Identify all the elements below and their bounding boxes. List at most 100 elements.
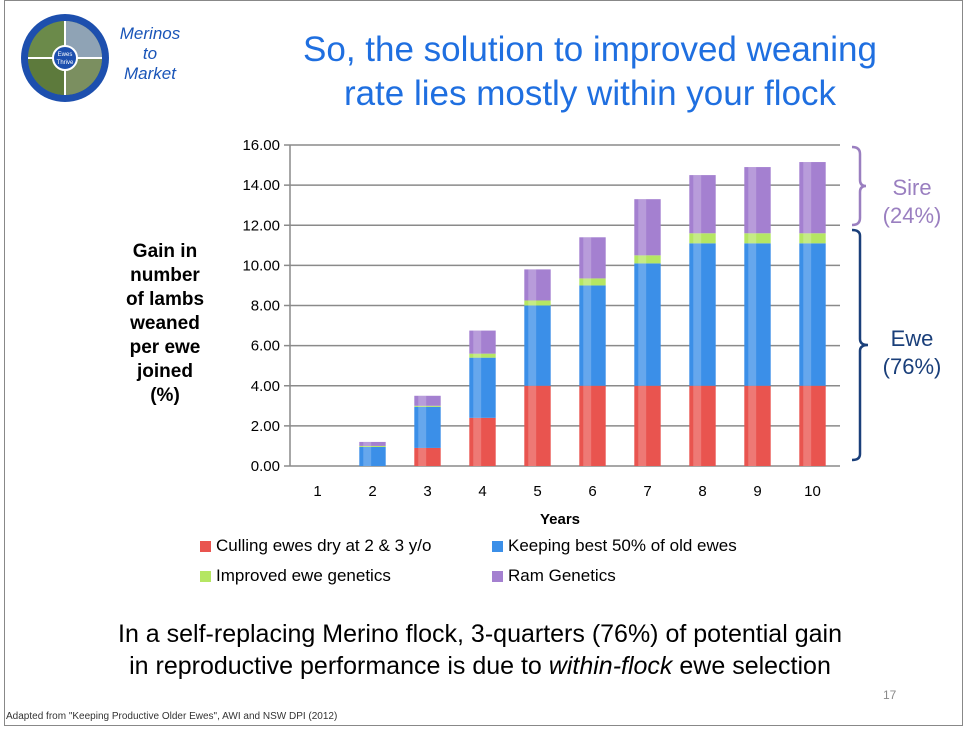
bar-segment xyxy=(744,233,771,244)
bar-segment xyxy=(414,406,441,448)
page-number: 17 xyxy=(883,688,897,702)
bar-segment-highlight xyxy=(473,357,482,418)
y-axis-label-line: Gain in xyxy=(132,241,198,262)
bar-segment xyxy=(634,385,661,466)
x-tick-label: 1 xyxy=(313,483,321,500)
bar-segment xyxy=(634,199,661,256)
bar-segment-highlight xyxy=(803,385,812,466)
x-tick-label: 10 xyxy=(804,483,821,500)
takeaway-text: In a self-replacing Merino flock, 3-quar… xyxy=(30,618,930,682)
bar-segment xyxy=(524,305,551,386)
x-tick-label: 5 xyxy=(533,483,541,500)
y-tick-label: 0.00 xyxy=(251,458,280,475)
legend-item-keeping-best: Keeping best 50% of old ewes xyxy=(492,536,737,556)
bar-segment xyxy=(744,243,771,386)
bar-segment-highlight xyxy=(363,445,372,447)
bar-segment xyxy=(469,357,496,418)
y-tick-label: 8.00 xyxy=(251,298,280,315)
bar-segment xyxy=(689,385,716,466)
takeaway-line-2-pre: in reproductive performance is due to xyxy=(129,652,549,680)
takeaway-emphasis: within-flock xyxy=(548,652,673,680)
y-tick-label: 10.00 xyxy=(242,257,280,274)
bar-segment xyxy=(359,446,386,466)
x-axis-label: Years xyxy=(540,511,580,528)
legend-label: Keeping best 50% of old ewes xyxy=(508,536,737,555)
y-tick-label: 16.00 xyxy=(242,137,280,154)
y-axis-label-line: (%) xyxy=(150,385,180,406)
takeaway-line-2-post: ewe selection xyxy=(672,652,831,680)
logo-ring-text-2: Thrive xyxy=(57,60,74,66)
sire-annotation: Sire (24%) xyxy=(875,174,949,230)
bar-segment-highlight xyxy=(583,285,592,386)
bar-segment xyxy=(359,441,386,446)
y-tick-label: 12.00 xyxy=(242,217,280,234)
source-footer: Adapted from "Keeping Productive Older E… xyxy=(6,711,338,722)
bar-segment xyxy=(524,385,551,466)
legend-swatch xyxy=(492,540,503,552)
logo-ring-text-1: Ewes xyxy=(58,52,73,58)
sire-label: Sire xyxy=(892,175,932,200)
bar-segment-highlight xyxy=(748,385,757,466)
bar-segment xyxy=(359,445,386,447)
x-tick-label: 7 xyxy=(643,483,651,500)
bar-segment-highlight xyxy=(748,167,757,234)
bar-segment xyxy=(414,405,441,407)
bar-segment-highlight xyxy=(693,385,702,466)
bar-segment-highlight xyxy=(473,353,482,358)
bar-segment-highlight xyxy=(528,305,537,386)
y-tick-label: 14.00 xyxy=(242,177,280,194)
bar-segment-highlight xyxy=(583,385,592,466)
ewe-label: Ewe xyxy=(890,326,934,351)
y-tick-label: 4.00 xyxy=(251,378,280,395)
bar-segment xyxy=(799,162,826,234)
y-tick-label: 6.00 xyxy=(251,338,280,355)
bar-segment xyxy=(579,237,606,279)
logo-text-line-3: Market xyxy=(124,64,176,83)
bar-segment xyxy=(634,255,661,264)
bar-segment-highlight xyxy=(473,417,482,466)
x-tick-label: 9 xyxy=(753,483,761,500)
y-axis-label-line: joined xyxy=(137,361,193,382)
bar-segment xyxy=(799,233,826,244)
title-line-2: rate lies mostly within your flock xyxy=(343,74,837,113)
bar-segment xyxy=(799,243,826,386)
y-axis-label: Gain in number of lambs weaned per ewe j… xyxy=(100,240,230,408)
sire-brace xyxy=(851,145,867,227)
bar-segment-highlight xyxy=(693,243,702,386)
bar-segment xyxy=(469,330,496,354)
legend-swatch xyxy=(200,570,211,582)
bar-segment xyxy=(414,447,441,466)
legend-label: Improved ewe genetics xyxy=(216,566,391,585)
bar-segment xyxy=(744,167,771,234)
legend-label: Culling ewes dry at 2 & 3 y/o xyxy=(216,536,432,555)
y-axis-label-line: number xyxy=(130,265,200,286)
legend-swatch xyxy=(492,570,503,582)
bar-segment xyxy=(634,263,661,386)
legend-item-culling: Culling ewes dry at 2 & 3 y/o xyxy=(200,536,431,556)
bar-segment xyxy=(799,385,826,466)
bar-segment-highlight xyxy=(803,162,812,234)
bar-segment-highlight xyxy=(363,441,372,446)
bar-segment xyxy=(579,285,606,386)
bar-segment-highlight xyxy=(803,243,812,386)
bar-segment xyxy=(689,233,716,244)
bar-segment-highlight xyxy=(693,233,702,244)
bar-segment-highlight xyxy=(473,330,482,354)
bar-segment-highlight xyxy=(418,406,427,448)
sire-percent: (24%) xyxy=(882,203,942,228)
bar-segment-highlight xyxy=(363,446,372,466)
bar-segment xyxy=(469,417,496,466)
bar-segment xyxy=(414,395,441,406)
bar-segment xyxy=(689,243,716,386)
legend-item-ram-genetics: Ram Genetics xyxy=(492,566,616,586)
slide-title: So, the solution to improved weaning rat… xyxy=(220,28,960,116)
bar-segment-highlight xyxy=(638,199,647,256)
ewe-percent: (76%) xyxy=(882,354,942,379)
bar-segment-highlight xyxy=(693,175,702,234)
y-axis-label-line: per ewe xyxy=(129,337,201,358)
bar-segment xyxy=(579,278,606,286)
x-tick-label: 3 xyxy=(423,483,431,500)
y-axis-label-line: weaned xyxy=(130,313,200,334)
x-tick-label: 6 xyxy=(588,483,596,500)
